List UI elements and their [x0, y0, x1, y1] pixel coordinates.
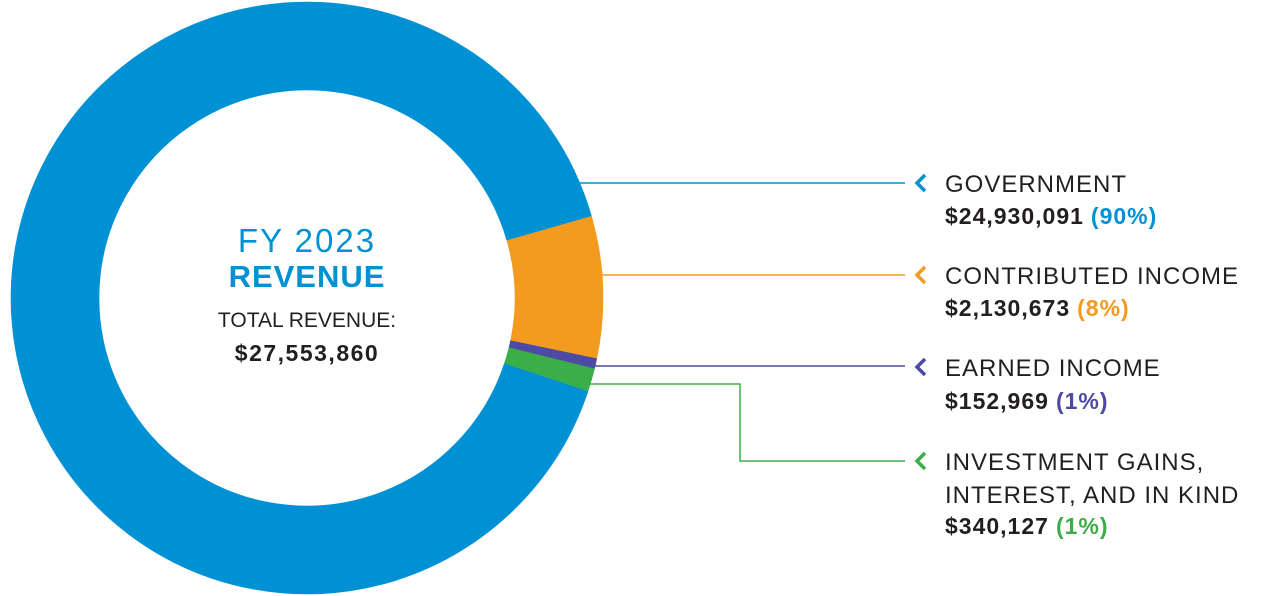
chart-title-emphasis: REVENUE	[229, 259, 386, 294]
total-revenue-label: TOTAL REVENUE:	[218, 309, 396, 332]
chevron-left-icon	[914, 357, 927, 377]
donut-slice-contributed-income	[506, 216, 604, 360]
slice-label: CONTRIBUTED INCOME	[945, 263, 1239, 290]
label-investment-gains: INVESTMENT GAINS, INTEREST, AND IN KIND …	[945, 449, 1239, 539]
label-earned-income: EARNED INCOME $152,969 (1%)	[945, 355, 1161, 414]
slice-value: $152,969	[945, 388, 1049, 414]
total-revenue-value: $27,553,860	[235, 340, 379, 366]
chart-title: FY 2023	[238, 222, 376, 259]
slice-value-line: $152,969 (1%)	[945, 388, 1109, 414]
slice-label: GOVERNMENT	[945, 171, 1127, 198]
chevron-left-icon	[914, 451, 927, 471]
label-markers	[914, 173, 927, 471]
donut	[10, 1, 604, 595]
slice-percent: (1%)	[1056, 513, 1109, 539]
donut-slice-government	[10, 1, 592, 595]
label-government: GOVERNMENT $24,930,091 (90%)	[945, 171, 1157, 229]
center-label: FY 2023 REVENUE TOTAL REVENUE: $27,553,8…	[218, 222, 396, 366]
slice-percent: (90%)	[1091, 203, 1157, 229]
slice-label-line-2: INTEREST, AND IN KIND	[945, 482, 1239, 509]
slice-percent: (1%)	[1056, 388, 1109, 414]
slice-value-line: $24,930,091 (90%)	[945, 203, 1157, 229]
slice-value: $24,930,091	[945, 203, 1084, 229]
chevron-left-icon	[914, 173, 927, 193]
slice-value: $340,127	[945, 513, 1049, 539]
donut-slice-investment-gains	[504, 347, 595, 392]
slice-value-line: $2,130,673 (8%)	[945, 295, 1130, 321]
leader-line-investment-gains	[586, 383, 905, 462]
leader-lines	[576, 182, 905, 462]
chevron-left-icon	[914, 265, 927, 285]
slice-value-line: $340,127 (1%)	[945, 513, 1109, 539]
slice-label: INVESTMENT GAINS,	[945, 449, 1204, 476]
slice-value: $2,130,673	[945, 295, 1070, 321]
label-contributed-income: CONTRIBUTED INCOME $2,130,673 (8%)	[945, 263, 1239, 321]
slice-percent: (8%)	[1077, 295, 1130, 321]
slice-label: EARNED INCOME	[945, 355, 1161, 382]
